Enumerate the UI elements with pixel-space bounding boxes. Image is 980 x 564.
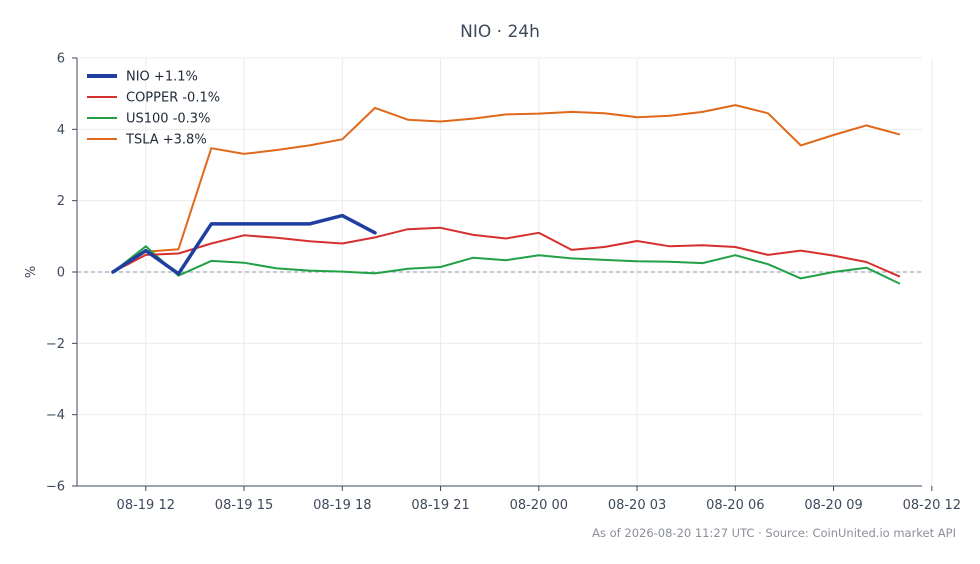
y-tick-label: 2 — [57, 194, 65, 209]
series-line-copper — [112, 226, 901, 278]
chart-title: NIO · 24h — [460, 22, 540, 42]
y-tick-label: −2 — [46, 337, 65, 352]
x-tick-label: 08-19 12 — [117, 498, 175, 513]
legend-label: COPPER -0.1% — [126, 91, 220, 106]
x-tick-label: 08-20 00 — [510, 498, 568, 513]
footer-source: As of 2026-08-20 11:27 UTC · Source: Coi… — [592, 526, 956, 540]
y-axis-label: % — [24, 266, 39, 278]
series-line-tsla — [112, 104, 901, 273]
legend: NIO +1.1% COPPER -0.1% US100 -0.3% TSLA +3.… — [87, 70, 220, 148]
y-tick-label: 6 — [57, 52, 65, 67]
x-tick-label: 08-19 21 — [411, 498, 469, 513]
y-tick-label: 0 — [57, 266, 65, 281]
x-tick-label: 08-19 15 — [215, 498, 273, 513]
y-tick-label: −6 — [46, 480, 65, 495]
series-lines — [111, 104, 901, 285]
x-tick-label: 08-20 12 — [903, 498, 961, 513]
legend-label: TSLA +3.8% — [125, 133, 207, 148]
x-tick-label: 08-20 09 — [804, 498, 862, 513]
legend-label: NIO +1.1% — [126, 70, 198, 85]
x-ticks: 08-19 12 08-19 15 08-19 18 08-19 21 08-20 00… — [117, 486, 961, 513]
y-ticks: 6 4 2 0 −2 −4 −6 — [46, 52, 77, 495]
x-tick-label: 08-20 06 — [706, 498, 764, 513]
y-tick-label: 4 — [57, 123, 65, 138]
series-line-nio — [111, 213, 377, 276]
y-tick-label: −4 — [46, 408, 65, 423]
legend-label: US100 -0.3% — [126, 112, 210, 127]
x-tick-label: 08-19 18 — [313, 498, 371, 513]
x-tick-label: 08-20 03 — [608, 498, 666, 513]
series-line-us100 — [112, 245, 901, 285]
